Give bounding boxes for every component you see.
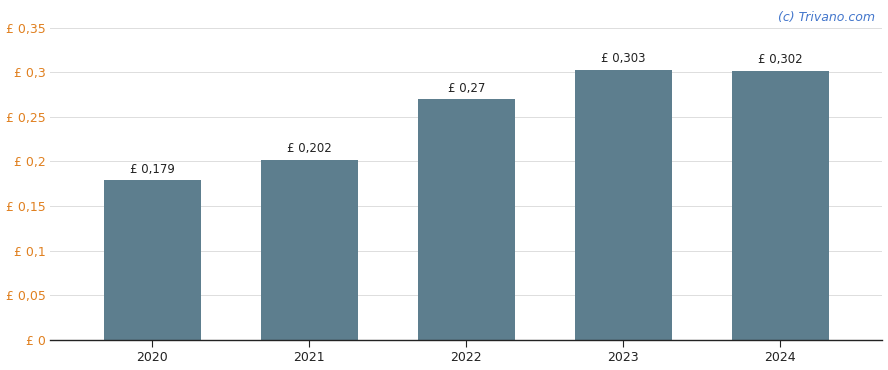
Bar — [732, 71, 829, 340]
Bar — [104, 180, 201, 340]
Bar — [261, 160, 358, 340]
Text: £ 0,202: £ 0,202 — [287, 142, 332, 155]
Text: £ 0,179: £ 0,179 — [130, 163, 175, 176]
Text: £ 0,302: £ 0,302 — [758, 53, 803, 66]
Bar — [417, 99, 515, 340]
Text: (c) Trivano.com: (c) Trivano.com — [778, 11, 875, 24]
Text: £ 0,303: £ 0,303 — [601, 52, 646, 65]
Text: £ 0,27: £ 0,27 — [448, 82, 485, 95]
Bar — [575, 70, 672, 340]
